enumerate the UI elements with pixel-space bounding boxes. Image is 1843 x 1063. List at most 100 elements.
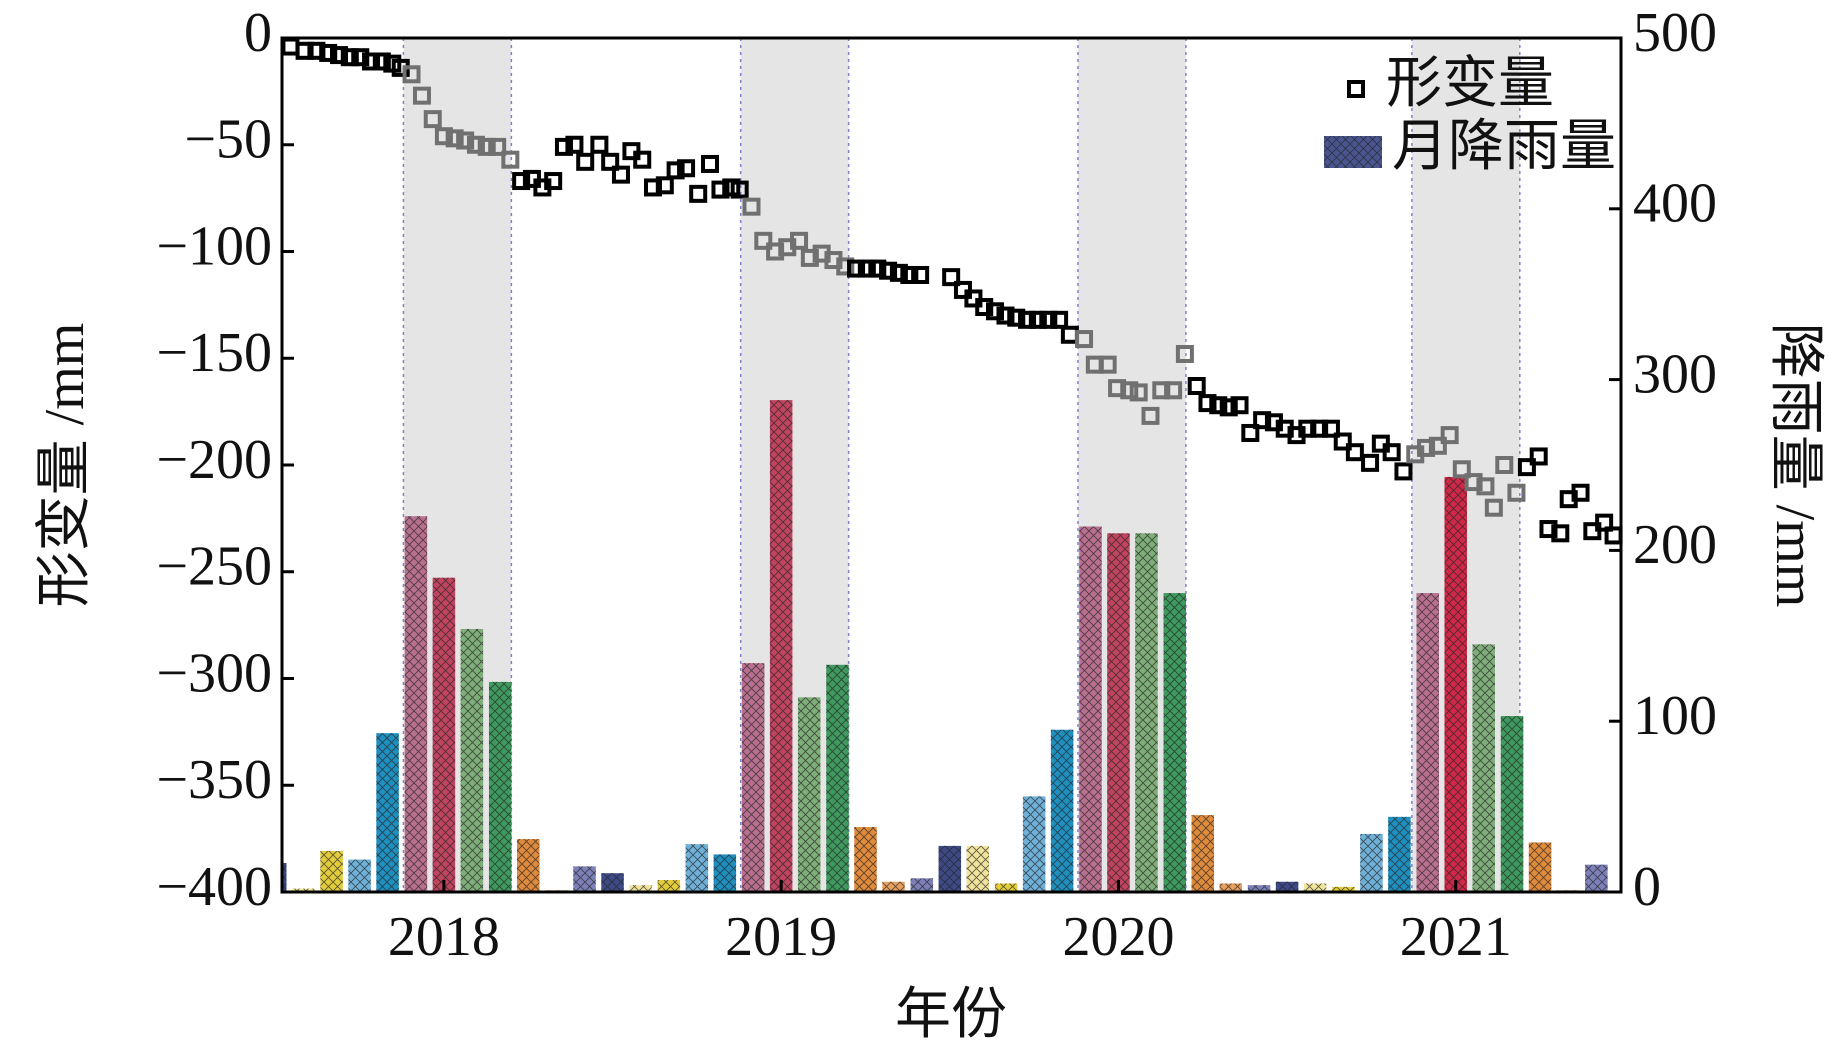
point [754,231,773,250]
y-tick-label: 0 [244,2,272,64]
point [644,178,663,197]
point [501,150,520,169]
point [655,176,674,195]
bar-hatch [1472,644,1495,892]
point [1152,381,1171,400]
point [1187,377,1206,396]
point [986,302,1005,321]
y2-axis-label: 降雨量 /mm [1764,323,1826,608]
point [554,137,573,156]
y2-tick-label: 0 [1633,856,1661,918]
point [1028,310,1047,329]
point [1018,310,1037,329]
point [488,137,507,156]
point [1060,325,1079,344]
bar-hatch [1360,833,1383,892]
point [1529,447,1548,466]
bar-hatch [1303,883,1327,892]
point [477,137,496,156]
axes: −400 −350 −300 −250 −200 −150 −100 −50 0 0 100 200 3… [156,2,1717,968]
point [790,231,809,250]
bar-hatch [573,866,596,892]
bar-hatch [1050,729,1074,892]
point [1345,443,1364,462]
point [1452,460,1471,479]
point [423,110,442,129]
point [1382,443,1401,462]
legend-label: 月降雨量 [1392,116,1616,178]
point [319,43,338,62]
point [1120,381,1139,400]
bar-hatch [938,845,962,892]
point [1175,344,1194,363]
bar-hatch [629,885,652,892]
point [1219,398,1238,417]
bar-hatch [713,854,737,892]
bar-hatch [1444,476,1467,892]
point [633,150,652,169]
bar-hatch [1022,796,1046,892]
point [1007,308,1026,327]
point [1241,423,1260,442]
point [1551,524,1570,543]
legend-label: 形变量 [1386,53,1554,115]
point [1321,419,1340,438]
point [857,259,876,278]
bar-hatch [1528,842,1552,892]
x-axis-label: 年份 [895,984,1007,1046]
point [889,263,908,282]
y-tick-label: −200 [156,429,272,491]
bar-hatch [797,697,821,892]
bar-hatch [1191,815,1215,892]
point [711,180,730,199]
point [1476,477,1495,496]
bar-hatch [1585,864,1608,892]
point [1164,381,1183,400]
y-tick-label: −350 [156,749,272,811]
point [1595,513,1614,532]
bar-hatch [882,881,905,892]
bar-hatch [854,827,877,892]
point [689,184,708,203]
point [1517,458,1536,477]
point [1571,483,1590,502]
bar-hatch [376,733,399,892]
point [340,48,359,67]
x-tick-label: 2018 [388,906,500,968]
point [836,257,855,276]
point [295,41,314,60]
bar-hatch [1275,881,1299,892]
points [281,37,1623,545]
point [911,265,930,284]
point [879,261,898,280]
point [1417,438,1436,457]
point [1253,411,1272,430]
point [868,259,887,278]
point [847,259,866,278]
point [1209,396,1228,415]
bar-hatch [601,873,624,892]
point [601,152,620,171]
point [402,65,421,84]
point [590,135,609,154]
point [677,159,696,178]
point [1298,419,1317,438]
point [351,48,370,67]
bar-hatch [1500,716,1524,892]
y2-tick-label: 400 [1633,173,1717,235]
point [1507,483,1526,502]
point [1075,330,1094,349]
point [512,172,531,191]
point [975,298,994,317]
point [544,172,563,191]
bar-hatch [1163,593,1187,892]
point [1198,394,1217,413]
y2-tick-label: 100 [1633,685,1717,747]
point [434,127,453,146]
bar-hatch [292,888,315,892]
point [900,265,919,284]
y-tick-label: −150 [156,322,272,384]
point [996,306,1015,325]
